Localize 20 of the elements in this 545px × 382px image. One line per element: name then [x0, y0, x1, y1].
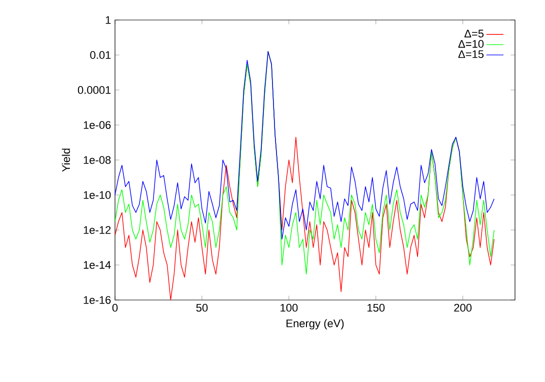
y-tick-label: 1e-08	[84, 156, 111, 164]
line-series	[115, 51, 494, 240]
y-tick-label: 1	[106, 16, 111, 24]
y-tick-label: 1e-10	[84, 191, 111, 199]
y-tick-label: 0.0001	[78, 86, 111, 94]
x-tick-label: 0	[112, 304, 118, 312]
x-tick-label: 200	[454, 304, 472, 312]
legend-label: Δ=10	[458, 40, 484, 48]
y-axis-title: Yield	[62, 148, 70, 172]
y-tick-label: 1e-12	[84, 226, 111, 234]
x-tick-label: 100	[280, 304, 298, 312]
x-axis-title: Energy (eV)	[286, 319, 344, 330]
y-tick-label: 1e-06	[84, 121, 111, 129]
x-tick-label: 50	[196, 304, 208, 312]
x-tick-label: 150	[368, 304, 385, 312]
legend-label: Δ=5	[464, 30, 484, 38]
y-tick-label: 1e-16	[84, 296, 111, 304]
y-tick-label: 0.01	[90, 51, 111, 59]
legend-label: Δ=15	[458, 50, 484, 58]
y-tick-label: 1e-14	[84, 261, 111, 269]
